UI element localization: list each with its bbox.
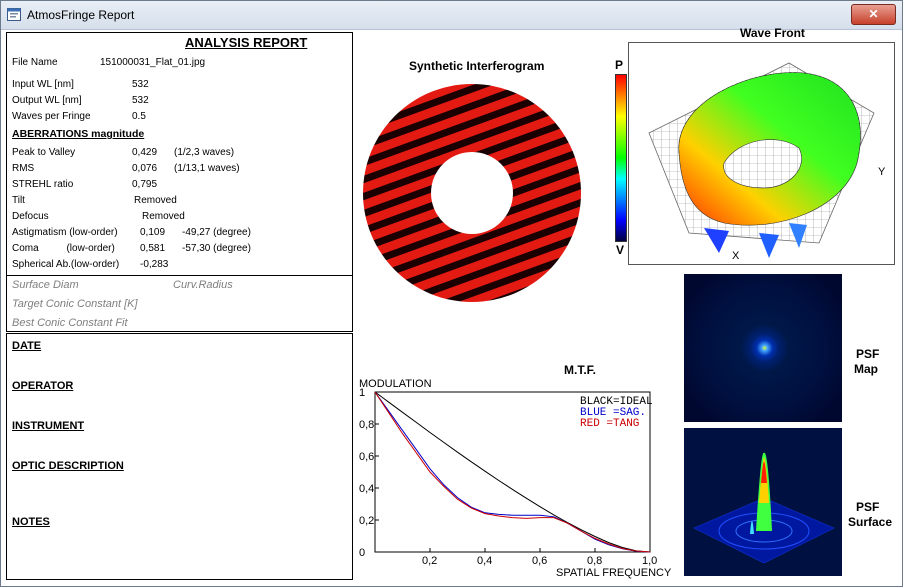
mtf-chart: 0 0,2 0,4 0,6 0,8 1 0,2 0,4 0,6 0,8 1,0 BLACK=IDEAL… — [359, 387, 657, 567]
mtf-y-tick-label: 0,2 — [359, 515, 374, 527]
mtf-plot-frame — [374, 391, 651, 553]
best-conic-label: Best Conic Constant Fit — [12, 317, 128, 329]
interferogram-image — [361, 82, 583, 304]
mtf-series-ideal — [374, 391, 651, 553]
mtf-x-tick-label: 1,0 — [642, 555, 657, 567]
mtf-ylabel: MODULATION — [359, 378, 432, 390]
scale-bottom-label: V — [616, 243, 625, 257]
mtf-series-tang — [374, 391, 651, 553]
mtf-y-tick-label: 1 — [359, 387, 365, 399]
coma-label: Coma (low-order) — [12, 243, 115, 254]
mtf-x-tick-label: 0,2 — [422, 555, 437, 567]
title-bar[interactable]: AtmosFringe Report ✕ — [1, 1, 902, 30]
mtf-series-sag — [374, 391, 651, 553]
mtf-x-tick-label: 0,4 — [477, 555, 492, 567]
wavefront-y-axis-label: Y — [878, 166, 886, 178]
mtf-legend-entry: RED =TANG — [580, 418, 639, 430]
strehl-value: 0,795 — [132, 179, 158, 190]
info-panel: DATE OPERATOR INSTRUMENT OPTIC DESCRIPTI… — [6, 333, 353, 580]
astigmatism-degree: -49,27 (degree) — [182, 227, 251, 238]
mtf-x-tick-label: 0,6 — [532, 555, 547, 567]
psf-map-label-line2: Map — [854, 362, 878, 376]
ptv-waves: (1/2,3 waves) — [174, 147, 235, 158]
app-icon — [7, 8, 21, 21]
aberrations-header: ABERRATIONS magnitude — [12, 128, 145, 140]
report-divider — [7, 275, 352, 276]
waves-label: Waves per Fringe — [12, 111, 91, 122]
surface-diam-label: Surface Diam — [12, 279, 79, 291]
input-wl-label: Input WL [nm] — [12, 79, 74, 90]
wavefront-x-axis-label: X — [732, 250, 740, 262]
input-wl-value: 532 — [132, 79, 149, 90]
psf-map-image — [684, 274, 842, 422]
curv-radius-label: Curv.Radius — [173, 279, 233, 291]
mtf-legend-entry: BLUE =SAG. — [580, 407, 646, 419]
spherical-label: Spherical Ab.(low-order) — [12, 259, 120, 270]
operator-heading: OPERATOR — [12, 380, 74, 392]
wavefront-surface: X Y — [648, 62, 886, 262]
date-heading: DATE — [12, 340, 42, 352]
wavefront-panel: X Y — [628, 42, 895, 265]
mtf-x-tick-label: 0,8 — [587, 555, 602, 567]
strehl-label: STREHL ratio — [12, 179, 74, 190]
mtf-y-tick-label: 0,8 — [359, 419, 374, 431]
waves-value: 0.5 — [132, 111, 146, 122]
rms-label: RMS — [12, 163, 35, 174]
rms-value: 0,076 — [132, 163, 158, 174]
mtf-title: M.T.F. — [564, 363, 596, 377]
mtf-y-tick-label: 0 — [359, 547, 365, 559]
close-icon: ✕ — [868, 7, 879, 21]
tilt-value: Removed — [134, 195, 177, 206]
notes-heading: NOTES — [12, 516, 50, 528]
wavefront-title: Wave Front — [740, 26, 805, 40]
colormap-scale-bar — [615, 74, 627, 242]
coma-value: 0,581 — [140, 243, 166, 254]
file-name-value: 151000031_Flat_01.jpg — [100, 57, 206, 68]
instrument-heading: INSTRUMENT — [12, 420, 85, 432]
window-title: AtmosFringe Report — [27, 8, 135, 22]
target-conic-label: Target Conic Constant [K] — [12, 298, 138, 310]
psf-surface-label-line2: Surface — [848, 515, 893, 529]
defocus-value: Removed — [142, 211, 185, 222]
mtf-xlabel: SPATIAL FREQUENCY — [556, 567, 672, 579]
psf-map-label-line1: PSF — [856, 347, 880, 361]
astigmatism-label: Astigmatism (low-order) — [12, 227, 118, 238]
mtf-legend-entry: BLACK=IDEAL — [580, 396, 653, 408]
psf-surface-image — [684, 428, 842, 576]
optic-description-heading: OPTIC DESCRIPTION — [12, 460, 124, 472]
close-button[interactable]: ✕ — [851, 4, 896, 25]
mtf-y-tick-label: 0,6 — [359, 451, 374, 463]
file-name-label: File Name — [12, 57, 58, 68]
scale-top-label: P — [615, 58, 624, 72]
defocus-label: Defocus — [12, 211, 49, 222]
mtf-y-tick-label: 0,4 — [359, 483, 374, 495]
interferogram-title: Synthetic Interferogram — [409, 59, 545, 73]
client-area: ANALYSIS REPORT File Name 151000031_Flat… — [1, 26, 902, 586]
output-wl-value: 532 — [132, 95, 149, 106]
astigmatism-value: 0,109 — [140, 227, 166, 238]
tilt-label: Tilt — [12, 195, 25, 206]
ptv-label: Peak to Valley — [12, 147, 76, 158]
coma-degree: -57,30 (degree) — [182, 243, 251, 254]
analysis-report-panel: ANALYSIS REPORT File Name 151000031_Flat… — [6, 32, 353, 332]
ptv-value: 0,429 — [132, 147, 158, 158]
output-wl-label: Output WL [nm] — [12, 95, 82, 106]
psf-surface-label-line1: PSF — [856, 500, 880, 514]
rms-waves: (1/13,1 waves) — [174, 163, 240, 174]
spherical-value: -0,283 — [140, 259, 169, 270]
report-title: ANALYSIS REPORT — [185, 35, 308, 50]
